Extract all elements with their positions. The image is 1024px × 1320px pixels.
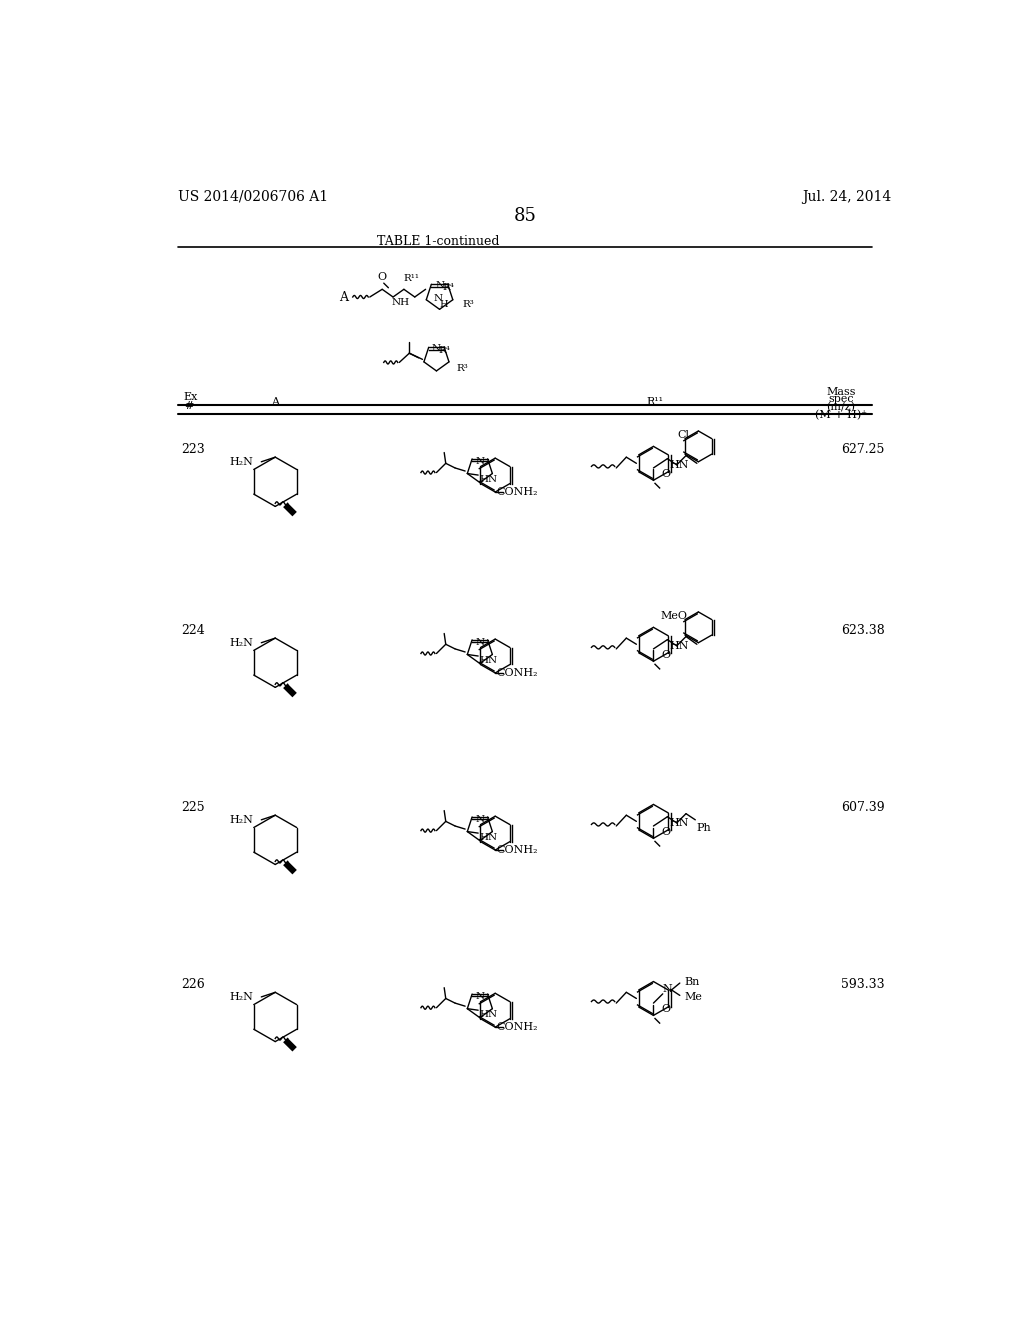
Text: R³: R³ (462, 300, 474, 309)
Text: O: O (662, 469, 671, 479)
Text: A: A (339, 290, 348, 304)
Text: Mass: Mass (826, 387, 856, 397)
Text: Cl: Cl (677, 430, 689, 440)
Text: 224: 224 (180, 624, 205, 638)
Text: CONH₂: CONH₂ (497, 1022, 538, 1032)
Text: N: N (475, 991, 484, 1001)
Text: N: N (663, 985, 673, 994)
Text: CONH₂: CONH₂ (497, 668, 538, 678)
Text: N: N (475, 814, 484, 824)
Text: R⁴: R⁴ (438, 346, 451, 355)
Text: H: H (439, 300, 447, 309)
Text: O: O (662, 649, 671, 660)
Text: MeO: MeO (660, 611, 687, 620)
Text: 85: 85 (513, 207, 537, 226)
Text: Ph: Ph (697, 822, 712, 833)
Text: 226: 226 (180, 978, 205, 991)
Text: H₂N: H₂N (229, 638, 254, 648)
Text: (m/z): (m/z) (826, 403, 855, 412)
Text: NH: NH (392, 298, 410, 306)
Text: R¹¹: R¹¹ (403, 275, 420, 282)
Text: HN: HN (479, 833, 498, 842)
Text: 627.25: 627.25 (841, 444, 885, 455)
Text: O: O (662, 828, 671, 837)
Text: CONH₂: CONH₂ (497, 487, 538, 498)
Text: N: N (435, 281, 444, 290)
Text: HN: HN (669, 459, 688, 470)
Text: spec: spec (828, 395, 854, 404)
Text: (M + H)⁺: (M + H)⁺ (815, 409, 867, 420)
Text: N: N (432, 345, 441, 354)
Text: N: N (475, 457, 484, 466)
Text: Ex: Ex (183, 392, 199, 403)
Text: Bn: Bn (684, 977, 699, 986)
Text: N: N (433, 294, 442, 304)
Text: H₂N: H₂N (229, 457, 254, 467)
Text: R⁴: R⁴ (442, 282, 454, 292)
Text: H₂N: H₂N (229, 814, 254, 825)
Text: HN: HN (669, 818, 688, 828)
Text: TABLE 1-continued: TABLE 1-continued (377, 235, 500, 248)
Text: R¹¹: R¹¹ (646, 397, 664, 407)
Text: CONH₂: CONH₂ (497, 845, 538, 855)
Text: R³: R³ (457, 363, 469, 372)
Text: 225: 225 (180, 801, 205, 814)
Text: HN: HN (479, 1010, 498, 1019)
Text: Jul. 24, 2014: Jul. 24, 2014 (802, 190, 892, 203)
Text: O: O (378, 272, 387, 282)
Text: 623.38: 623.38 (841, 624, 885, 638)
Text: 607.39: 607.39 (841, 801, 885, 814)
Text: US 2014/0206706 A1: US 2014/0206706 A1 (178, 190, 329, 203)
Text: #: # (183, 401, 194, 412)
Text: HN: HN (479, 475, 498, 484)
Text: H₂N: H₂N (229, 991, 254, 1002)
Text: O: O (662, 1005, 671, 1014)
Text: HN: HN (669, 640, 688, 651)
Text: 223: 223 (180, 444, 205, 455)
Text: HN: HN (479, 656, 498, 665)
Text: 593.33: 593.33 (841, 978, 885, 991)
Text: N: N (475, 638, 484, 647)
Text: A: A (271, 397, 280, 407)
Text: Me: Me (684, 991, 702, 1002)
